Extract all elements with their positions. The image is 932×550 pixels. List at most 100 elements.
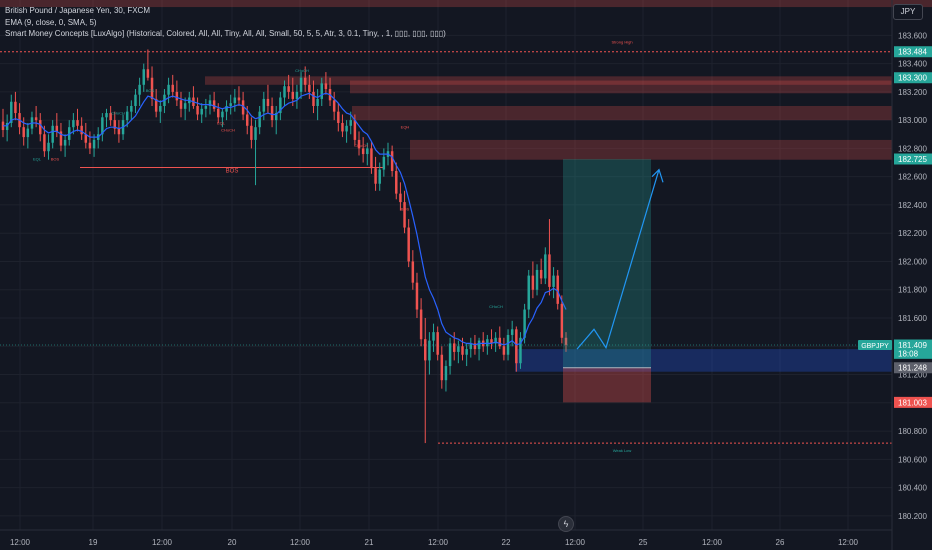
candle-body bbox=[254, 127, 257, 140]
supply-zone-top bbox=[0, 0, 932, 8]
candle-body bbox=[432, 332, 435, 341]
candle-body bbox=[332, 100, 336, 112]
candle-body bbox=[167, 84, 170, 95]
candle-body bbox=[47, 142, 50, 152]
candle-body bbox=[299, 77, 303, 92]
candle-body bbox=[374, 168, 377, 184]
candle-body bbox=[510, 329, 514, 335]
candle-body bbox=[246, 114, 249, 126]
candle-body bbox=[378, 169, 381, 184]
ema-line bbox=[3, 92, 567, 346]
candle-body bbox=[237, 97, 241, 101]
candle-body bbox=[204, 106, 208, 109]
candle-body bbox=[125, 111, 129, 121]
lightning-icon[interactable]: ϟ bbox=[558, 516, 574, 532]
price-tag-label: 183.300 bbox=[898, 74, 927, 83]
ema-indicator-title[interactable]: EMA (9, close, 0, SMA, 5) bbox=[5, 17, 97, 27]
candle-body bbox=[366, 148, 369, 155]
candle-body bbox=[229, 103, 232, 106]
candle-body bbox=[76, 120, 79, 126]
y-tick-label: 182.600 bbox=[898, 173, 927, 182]
price-tag-label: 183.484 bbox=[898, 48, 927, 57]
candle-body bbox=[440, 354, 444, 381]
smc-label: CHoCH bbox=[489, 304, 503, 309]
candle-body bbox=[175, 91, 179, 101]
candle-body bbox=[539, 269, 543, 279]
candle-body bbox=[138, 84, 141, 95]
currency-badge[interactable]: JPY bbox=[893, 4, 923, 20]
candle-body bbox=[105, 113, 108, 118]
candle-body bbox=[200, 108, 203, 115]
x-tick-label: 12:00 bbox=[290, 538, 311, 547]
candle-body bbox=[544, 254, 547, 279]
candle-body bbox=[469, 343, 473, 350]
structure-levels bbox=[0, 51, 892, 444]
candle-body bbox=[221, 111, 224, 118]
smc-label: BOS bbox=[401, 207, 410, 212]
smc-label: CHoCH bbox=[295, 68, 309, 73]
smc-label: BOS bbox=[146, 88, 155, 93]
candle-body bbox=[283, 86, 286, 98]
candle-body bbox=[217, 108, 220, 118]
candle-body bbox=[357, 139, 361, 149]
candle-body bbox=[291, 91, 295, 99]
y-tick-label: 181.600 bbox=[898, 314, 927, 323]
x-tick-label: 12:00 bbox=[152, 538, 173, 547]
candle-body bbox=[101, 117, 104, 135]
y-tick-label: 181.200 bbox=[898, 371, 927, 380]
price-tag bbox=[894, 362, 932, 374]
supply-zone bbox=[352, 106, 892, 121]
candle-body bbox=[303, 77, 307, 85]
x-tick-label: 12:00 bbox=[565, 538, 586, 547]
candle-body bbox=[5, 122, 9, 131]
candle-body bbox=[395, 171, 398, 194]
candle-body bbox=[419, 309, 423, 340]
strong-high-label: Strong High bbox=[611, 40, 632, 45]
x-tick-label: 20 bbox=[228, 538, 237, 547]
x-tick-label: 12:00 bbox=[428, 538, 449, 547]
price-tag-label: 18:08 bbox=[898, 349, 919, 358]
candle-body bbox=[113, 120, 117, 129]
x-tick-label: 26 bbox=[776, 538, 785, 547]
target-zone bbox=[563, 159, 651, 368]
smc-indicator-title[interactable]: Smart Money Concepts [LuxAlgo] (Historic… bbox=[5, 29, 446, 38]
candle-body bbox=[382, 156, 386, 170]
candle-body bbox=[399, 193, 402, 203]
candle-body bbox=[403, 202, 406, 228]
candle-body bbox=[274, 113, 278, 121]
candle-body bbox=[22, 127, 25, 138]
candle-body bbox=[502, 346, 506, 355]
candle-body bbox=[486, 339, 489, 347]
candle-body bbox=[515, 329, 518, 364]
candle-body bbox=[130, 106, 133, 112]
candle-body bbox=[316, 98, 319, 106]
demand-zone bbox=[515, 349, 892, 372]
x-tick-label: 12:00 bbox=[838, 538, 859, 547]
price-tag bbox=[894, 153, 932, 165]
price-tag bbox=[894, 72, 932, 84]
candle-body bbox=[498, 337, 502, 347]
symbol-title[interactable]: British Pound / Japanese Yen, 30, FXCM bbox=[5, 6, 150, 15]
smc-label: CHoCH bbox=[221, 127, 235, 132]
candle-body bbox=[436, 332, 439, 355]
candle-body bbox=[59, 131, 63, 146]
candle-body bbox=[308, 84, 311, 92]
price-tag bbox=[894, 347, 932, 359]
smc-label: CHoCH bbox=[111, 110, 125, 115]
candle-body bbox=[196, 106, 199, 115]
candle-body bbox=[461, 346, 464, 355]
candle-body bbox=[548, 254, 551, 287]
y-tick-label: 183.600 bbox=[898, 31, 927, 40]
candle-body bbox=[92, 139, 96, 149]
candle-body bbox=[560, 303, 564, 338]
supply-zone bbox=[410, 139, 892, 160]
candle-body bbox=[266, 98, 270, 106]
candle-body bbox=[428, 340, 431, 361]
x-tick-label: 22 bbox=[502, 538, 511, 547]
candle-body bbox=[361, 148, 365, 155]
candle-body bbox=[523, 309, 526, 338]
candle-body bbox=[415, 282, 419, 310]
price-tag bbox=[894, 46, 932, 58]
candle-body bbox=[552, 275, 555, 287]
